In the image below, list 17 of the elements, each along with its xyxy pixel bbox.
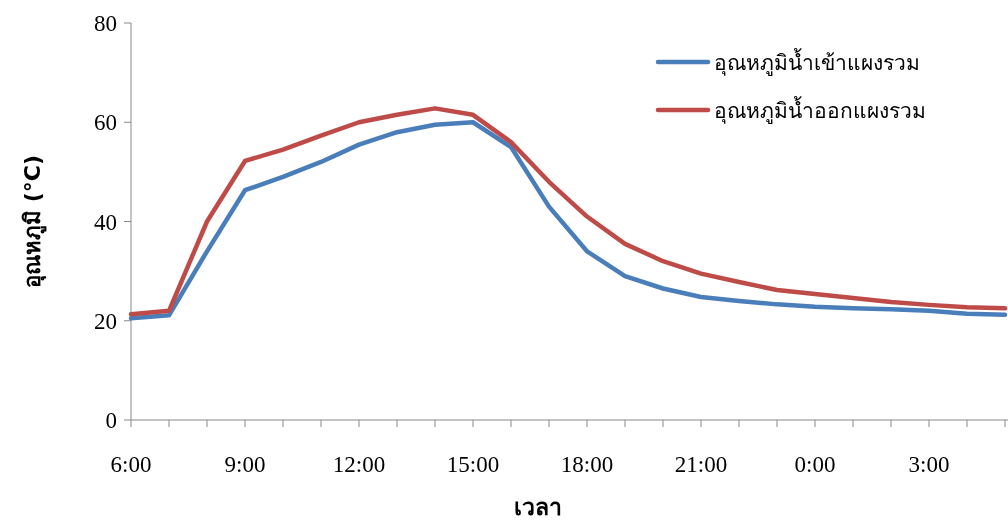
y-tick-label: 80 [94, 11, 117, 36]
x-tick-label: 9:00 [224, 452, 266, 477]
y-tick-label: 20 [94, 308, 117, 334]
x-tick-label: 0:00 [794, 452, 836, 477]
legend-label: อุณหภูมิน้ำเข้าแผงรวม [714, 48, 920, 76]
x-tick-label: 15:00 [446, 452, 500, 477]
legend-label: อุณหภูมิน้ำออกแผงรวม [714, 96, 926, 124]
x-tick-label: 3:00 [908, 452, 950, 477]
y-axis-title: อุณหภูมิ (°C) [20, 155, 47, 288]
x-tick-label: 6:00 [110, 452, 152, 477]
y-tick-label: 40 [94, 209, 117, 235]
x-tick-label: 12:00 [332, 452, 386, 477]
x-tick-label: 21:00 [674, 452, 728, 477]
y-tick-label: 0 [105, 408, 117, 433]
x-tick-label: 18:00 [560, 452, 614, 477]
x-axis-title: เวลา [514, 494, 562, 520]
y-tick-label: 60 [94, 110, 117, 136]
